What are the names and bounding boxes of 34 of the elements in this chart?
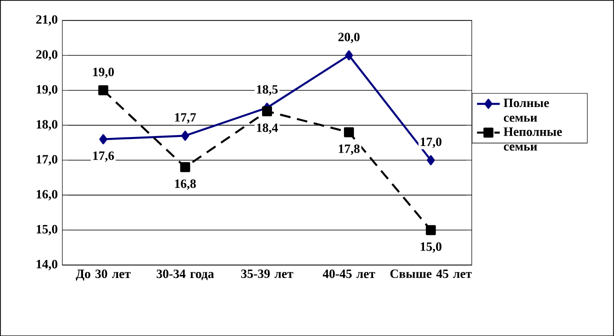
data-label: 20,0 — [338, 32, 360, 43]
x-tick-label: 40-45 лет — [322, 269, 376, 278]
x-tick-label: Свыше 45 лет — [390, 269, 472, 278]
data-label: 19,0 — [93, 67, 114, 78]
data-label: 18,5 — [257, 84, 278, 96]
data-label: 17,0 — [420, 137, 442, 148]
point — [99, 134, 108, 144]
y-tick-label: 16,0 — [36, 190, 58, 200]
x-tick-label: 30-34 года — [156, 269, 214, 280]
point — [262, 106, 272, 116]
y-tick-label: 19,0 — [36, 84, 58, 96]
point — [344, 127, 354, 138]
y-tick-label: 17,0 — [36, 154, 58, 166]
data-label: 15,0 — [420, 242, 442, 253]
data-label: 17,8 — [338, 144, 360, 155]
y-tick-label: 14,0 — [36, 260, 58, 270]
data-label: 18,4 — [257, 123, 278, 134]
point — [344, 50, 353, 60]
data-label: 16,8 — [175, 179, 196, 190]
y-tick-label: 21,0 — [36, 15, 58, 26]
point — [181, 130, 190, 141]
data-label: 17,6 — [93, 151, 114, 162]
legend-label: Полные семьи — [504, 98, 549, 122]
x-tick-label: До 30 лет — [76, 269, 131, 280]
point — [98, 85, 108, 96]
point — [426, 155, 435, 166]
x-tick-label: 35-39 лет — [241, 269, 294, 278]
y-tick-label: 18,0 — [36, 120, 58, 130]
data-label: 17,7 — [175, 112, 196, 124]
point — [426, 224, 436, 235]
point — [180, 162, 190, 172]
legend-label: Неполные семьи — [504, 127, 562, 150]
y-tick-label: 15,0 — [36, 224, 58, 236]
y-tick-label: 20,0 — [36, 50, 58, 60]
